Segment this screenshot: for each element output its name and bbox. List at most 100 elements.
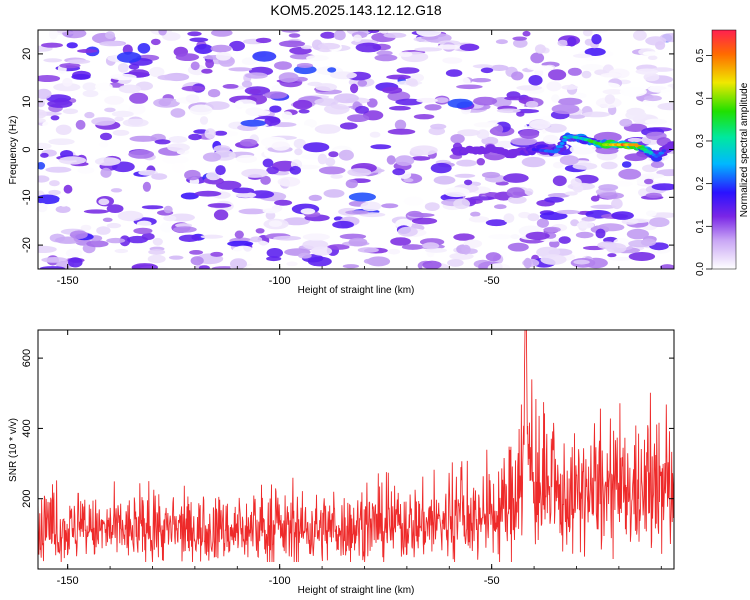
signal-track-core [555, 145, 564, 149]
heatmap-cell [187, 31, 202, 37]
heatmap-cell [582, 111, 611, 118]
heatmap-cell [98, 198, 110, 206]
heatmap-y-axis: -20 -10 0 10 20 [21, 48, 674, 253]
heatmap-cell [327, 244, 350, 250]
heatmap-cell [442, 57, 463, 64]
heatmap-cell [286, 261, 298, 267]
heatmap-cell [350, 83, 359, 94]
colorbar-tick-label: 0.0 [695, 262, 706, 276]
heatmap-cell [182, 120, 196, 127]
colorbar-tick-label: 0.4 [695, 91, 706, 105]
heatmap-cell [494, 204, 507, 210]
heatmap-cell [293, 65, 317, 75]
heatmap-cell [580, 64, 604, 71]
heatmap-cell [473, 122, 499, 128]
heatmap-cell [269, 105, 282, 113]
heatmap-cell [549, 239, 560, 248]
heatmap-cell [116, 51, 142, 63]
heatmap-cell [338, 149, 354, 161]
heatmap-cell [607, 253, 617, 258]
heatmap-cell [416, 30, 442, 37]
heatmap-cell [557, 39, 568, 47]
y-tick-label: 600 [21, 349, 33, 367]
heatmap-cell [339, 122, 358, 130]
heatmap-cell [266, 248, 283, 258]
heatmap-cell [168, 136, 188, 143]
heatmap-cell [521, 156, 546, 168]
heatmap-cell [71, 73, 91, 80]
heatmap-cell [342, 264, 360, 269]
heatmap-cell [551, 103, 580, 115]
heatmap-cell [449, 252, 474, 260]
heatmap-cell [163, 215, 177, 222]
heatmap-cell [382, 86, 403, 94]
y-tick-label: 0 [21, 146, 33, 152]
heatmap-cell [55, 205, 71, 213]
heatmap-cell [595, 147, 619, 155]
heatmap-cell [199, 116, 209, 125]
heatmap-cell [118, 84, 141, 94]
heatmap-cell [573, 53, 592, 59]
colorbar-tick-label: 0.3 [695, 134, 706, 148]
heatmap-cell [318, 166, 346, 175]
heatmap-cell [481, 136, 499, 146]
heatmap-cell [273, 235, 302, 241]
heatmap-cell [397, 226, 418, 237]
heatmap-cell [618, 168, 642, 180]
heatmap-cell [129, 135, 157, 142]
heatmap-cell [370, 144, 392, 150]
heatmap-cell [539, 212, 568, 220]
heatmap-cell [300, 208, 316, 215]
heatmap-cell [274, 61, 292, 70]
heatmap-cell [644, 118, 668, 125]
heatmap-cell [390, 237, 411, 246]
heatmap-cell [494, 140, 516, 148]
heatmap-cell [110, 188, 123, 193]
heatmap-cell [510, 234, 520, 240]
heatmap-cell [648, 85, 673, 93]
heatmap-cell [194, 190, 222, 197]
x-tick-label: -150 [57, 275, 79, 287]
heatmap-cell [152, 237, 163, 246]
heatmap-cell [38, 118, 46, 123]
heatmap-cell [624, 153, 648, 162]
heatmap-cell [430, 123, 447, 130]
heatmap-cell [379, 30, 389, 34]
heatmap-cell [503, 173, 529, 183]
colorbar-gradient [711, 29, 737, 270]
heatmap-cell [205, 59, 215, 69]
heatmap-cell [112, 129, 130, 136]
heatmap-cell [608, 256, 633, 261]
heatmap-cell [355, 42, 382, 53]
heatmap-y-label: Frequency (Hz) [8, 116, 19, 185]
heatmap-cell [582, 30, 593, 37]
heatmap-cell [602, 89, 625, 95]
snr-x-axis: -150 -100 -50 [57, 330, 662, 587]
heatmap-cell [82, 82, 97, 91]
heatmap-cell [314, 124, 341, 134]
heatmap-cell [506, 187, 526, 198]
heatmap-cell [540, 254, 567, 265]
heatmap-cell [325, 157, 336, 167]
heatmap-cell [411, 217, 438, 225]
heatmap-cell [300, 45, 313, 50]
heatmap-cell [573, 259, 590, 265]
heatmap-cell [606, 243, 627, 254]
x-tick-label: -100 [269, 275, 291, 287]
heatmap-cell [410, 145, 438, 156]
heatmap-cell [189, 37, 209, 43]
heatmap-cell [657, 102, 674, 111]
heatmap-cell [48, 138, 75, 145]
heatmap-cell [154, 139, 171, 145]
heatmap-cell [320, 31, 336, 39]
heatmap-cell [238, 208, 266, 215]
heatmap-cell [162, 155, 189, 165]
heatmap-cell [461, 244, 471, 255]
x-tick-label: -150 [57, 575, 79, 587]
y-tick-label: 20 [21, 48, 33, 60]
heatmap-cell [75, 119, 86, 130]
heatmap-cell [504, 96, 526, 101]
heatmap-cell [274, 199, 293, 206]
heatmap-cell [625, 110, 647, 120]
